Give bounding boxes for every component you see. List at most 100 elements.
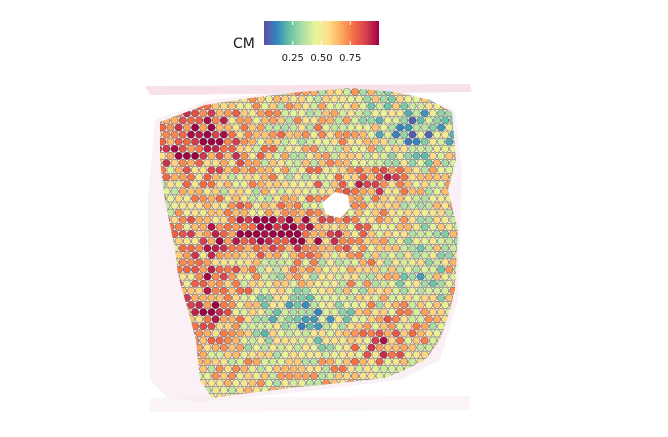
spot [277,102,286,111]
spot [273,109,282,118]
spot [256,123,265,132]
spot [305,336,314,345]
spot [404,166,413,175]
spot [445,123,454,132]
spot [207,237,216,246]
spot [256,137,265,146]
spot [363,251,372,260]
spot [318,159,327,167]
spot [191,237,200,246]
spot [371,265,380,274]
spot [256,379,265,388]
spot [174,180,183,189]
spot [387,265,396,274]
spot [416,258,425,267]
spot [240,237,249,246]
spot [420,350,429,359]
spot [457,329,458,338]
spot [424,329,433,338]
spot [330,364,339,373]
spot [244,230,253,238]
spot [457,343,458,352]
spot [289,95,298,104]
spot [342,286,351,295]
spot [166,137,175,146]
spot [170,159,179,167]
spot [240,137,249,146]
spot [392,272,400,281]
spot [199,308,208,317]
spot [359,301,368,309]
spot [191,222,200,231]
spot [412,293,421,302]
spot [428,123,437,132]
spot [314,137,323,146]
spot [305,194,314,203]
spot [310,301,318,309]
spot [433,286,441,295]
spot [367,102,376,111]
spot [326,187,335,196]
spot [449,386,458,395]
spot [367,187,376,196]
spot [256,166,265,175]
spot [371,237,380,246]
spot [375,343,384,352]
spot [277,116,286,125]
spot [334,357,343,366]
spot [420,194,429,203]
spot [293,357,302,366]
spot [269,244,277,253]
spot [264,308,273,317]
spot [428,322,437,331]
spot [170,116,179,125]
spot [334,244,343,253]
spot [273,137,282,146]
spot [392,258,400,267]
spot [383,258,392,267]
spot [433,258,441,267]
spot [244,386,253,395]
spot [219,102,228,111]
spot [420,222,429,231]
spot [203,144,212,153]
spot [428,137,437,146]
spot [285,130,294,139]
spot [281,293,290,302]
spot [264,237,273,246]
spot [285,116,294,125]
spot [256,293,265,302]
spot [334,88,343,96]
spot [277,329,286,338]
spot [297,194,306,203]
spot [191,166,200,175]
spot [170,130,179,139]
spot [293,258,302,267]
spot [404,137,413,146]
spot [400,286,409,295]
spot [412,137,421,146]
spot [260,173,269,182]
spot [404,336,413,345]
spot [293,144,302,153]
spot [240,308,249,317]
spot [445,364,454,373]
spot [359,244,368,253]
spot [260,272,269,281]
spot [326,215,335,224]
spot [412,322,421,331]
spot [240,336,249,345]
spot [363,222,372,231]
spot [301,343,310,352]
spot [326,272,335,281]
spot [346,279,355,288]
spot [236,230,245,238]
spot [441,386,450,395]
spot [240,279,249,288]
spot [215,222,224,231]
spot [379,151,388,160]
spot [334,329,343,338]
spot [392,329,400,338]
spot [207,364,216,373]
spot [277,372,286,380]
